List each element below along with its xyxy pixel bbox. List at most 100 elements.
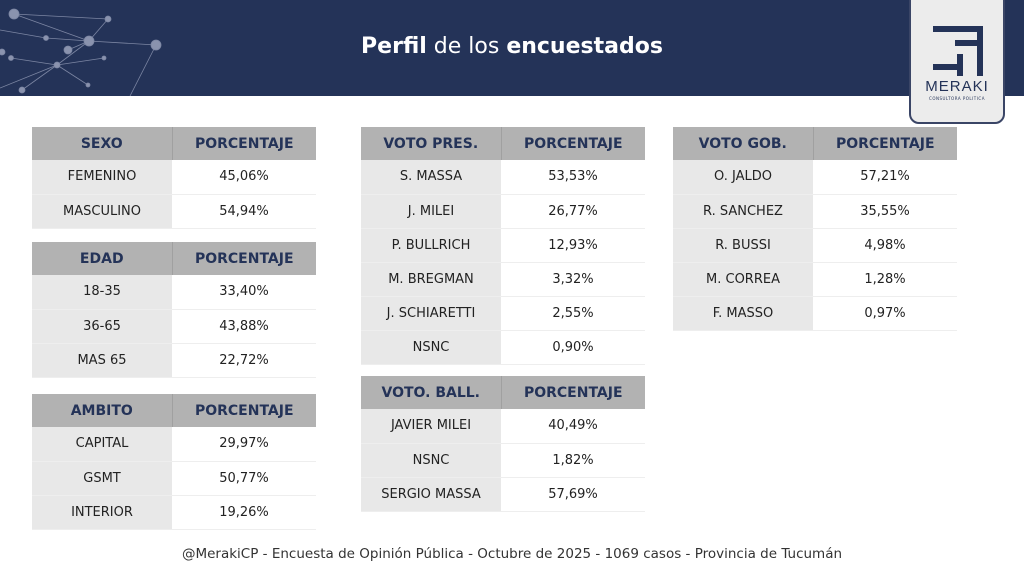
percentage-cell: 0,97%: [813, 296, 957, 331]
sexo-table: SEXO PORCENTAJE FEMENINO 45,06% MASCULINO 54,…: [32, 127, 316, 229]
edad-table: EDAD PORCENTAJE 18-35 33,40% 36-65 43,88% MAS …: [32, 242, 316, 378]
table-row: INTERIOR 19,26%: [32, 495, 316, 530]
category-cell: O. JALDO: [673, 160, 813, 195]
table-row: SERGIO MASSA 57,69%: [361, 477, 645, 512]
category-cell: 18-35: [32, 275, 172, 310]
category-cell: NSNC: [361, 443, 501, 478]
percentage-cell: 57,21%: [813, 160, 957, 195]
category-cell: M. BREGMAN: [361, 262, 501, 297]
table-row: NSNC 1,82%: [361, 443, 645, 478]
percentage-cell: 2,55%: [501, 296, 645, 331]
percentage-cell: 3,32%: [501, 262, 645, 297]
column-header: SEXO: [32, 127, 173, 160]
title-part: Perfil: [361, 34, 427, 59]
column-header: PORCENTAJE: [813, 127, 957, 160]
table-row: J. SCHIARETTI 2,55%: [361, 296, 645, 331]
percentage-cell: 4,98%: [813, 228, 957, 263]
title-part: de los: [426, 34, 507, 59]
percentage-cell: 33,40%: [172, 275, 316, 310]
category-cell: R. SANCHEZ: [673, 194, 813, 229]
category-cell: MASCULINO: [32, 194, 172, 229]
table-row: GSMT 50,77%: [32, 461, 316, 496]
column-header: PORCENTAJE: [172, 394, 316, 427]
ambito-table: AMBITO PORCENTAJE CAPITAL 29,97% GSMT 50,77% I…: [32, 394, 316, 530]
table-row: MAS 65 22,72%: [32, 343, 316, 378]
table-row: JAVIER MILEI 40,49%: [361, 409, 645, 444]
column-header: VOTO GOB.: [673, 127, 814, 160]
column-header: VOTO PRES.: [361, 127, 502, 160]
network-graphic: [0, 8, 162, 96]
table-row: J. MILEI 26,77%: [361, 194, 645, 229]
table-row: M. CORREA 1,28%: [673, 262, 957, 297]
percentage-cell: 29,97%: [172, 427, 316, 462]
table-row: NSNC 0,90%: [361, 330, 645, 365]
table-row: R. SANCHEZ 35,55%: [673, 194, 957, 229]
table-header-row: VOTO. BALL. PORCENTAJE: [361, 376, 645, 409]
voto-ball-table: VOTO. BALL. PORCENTAJE JAVIER MILEI 40,49% N…: [361, 376, 645, 512]
column-header: EDAD: [32, 242, 173, 275]
table-row: FEMENINO 45,06%: [32, 160, 316, 195]
percentage-cell: 53,53%: [501, 160, 645, 195]
percentage-cell: 0,90%: [501, 330, 645, 365]
category-cell: R. BUSSI: [673, 228, 813, 263]
table-header-row: VOTO GOB. PORCENTAJE: [673, 127, 957, 160]
footer-caption: @MerakiCP - Encuesta de Opinión Pública …: [181, 546, 843, 562]
table-row: M. BREGMAN 3,32%: [361, 262, 645, 297]
percentage-cell: 26,77%: [501, 194, 645, 229]
percentage-cell: 40,49%: [501, 409, 645, 444]
table-row: MASCULINO 54,94%: [32, 194, 316, 229]
table-header-row: AMBITO PORCENTAJE: [32, 394, 316, 427]
column-header: PORCENTAJE: [172, 127, 316, 160]
category-cell: NSNC: [361, 330, 501, 365]
voto-gob-table: VOTO GOB. PORCENTAJE O. JALDO 57,21% R. SANC…: [673, 127, 957, 331]
logo-subtitle: CONSULTORA POLITICA: [929, 96, 985, 101]
percentage-cell: 43,88%: [172, 309, 316, 344]
table-header-row: VOTO PRES. PORCENTAJE: [361, 127, 645, 160]
table-header-row: SEXO PORCENTAJE: [32, 127, 316, 160]
percentage-cell: 35,55%: [813, 194, 957, 229]
column-header: VOTO. BALL.: [361, 376, 502, 409]
percentage-cell: 19,26%: [172, 495, 316, 530]
category-cell: MAS 65: [32, 343, 172, 378]
table-row: P. BULLRICH 12,93%: [361, 228, 645, 263]
category-cell: FEMENINO: [32, 160, 172, 195]
column-header: PORCENTAJE: [501, 376, 645, 409]
category-cell: SERGIO MASSA: [361, 477, 501, 512]
table-header-row: EDAD PORCENTAJE: [32, 242, 316, 275]
percentage-cell: 12,93%: [501, 228, 645, 263]
category-cell: JAVIER MILEI: [361, 409, 501, 444]
category-cell: INTERIOR: [32, 495, 172, 530]
category-cell: F. MASSO: [673, 296, 813, 331]
logo-mark-icon: [933, 26, 983, 76]
percentage-cell: 57,69%: [501, 477, 645, 512]
percentage-cell: 22,72%: [172, 343, 316, 378]
logo-text: MERAKI: [925, 78, 989, 95]
category-cell: P. BULLRICH: [361, 228, 501, 263]
category-cell: J. MILEI: [361, 194, 501, 229]
percentage-cell: 1,82%: [501, 443, 645, 478]
header-banner: Perfil de los encuestados: [0, 0, 1024, 96]
category-cell: CAPITAL: [32, 427, 172, 462]
category-cell: J. SCHIARETTI: [361, 296, 501, 331]
title-part: encuestados: [506, 34, 663, 59]
category-cell: 36-65: [32, 309, 172, 344]
table-row: 18-35 33,40%: [32, 275, 316, 310]
column-header: PORCENTAJE: [501, 127, 645, 160]
column-header: PORCENTAJE: [172, 242, 316, 275]
category-cell: M. CORREA: [673, 262, 813, 297]
category-cell: S. MASSA: [361, 160, 501, 195]
percentage-cell: 50,77%: [172, 461, 316, 496]
category-cell: GSMT: [32, 461, 172, 496]
table-row: F. MASSO 0,97%: [673, 296, 957, 331]
percentage-cell: 45,06%: [172, 160, 316, 195]
table-row: 36-65 43,88%: [32, 309, 316, 344]
voto-pres-table: VOTO PRES. PORCENTAJE S. MASSA 53,53% J. MIL…: [361, 127, 645, 365]
table-row: S. MASSA 53,53%: [361, 160, 645, 195]
percentage-cell: 54,94%: [172, 194, 316, 229]
meraki-logo: MERAKI CONSULTORA POLITICA: [909, 0, 1005, 124]
table-row: O. JALDO 57,21%: [673, 160, 957, 195]
column-header: AMBITO: [32, 394, 173, 427]
table-row: CAPITAL 29,97%: [32, 427, 316, 462]
page-title: Perfil de los encuestados: [0, 34, 1024, 59]
percentage-cell: 1,28%: [813, 262, 957, 297]
